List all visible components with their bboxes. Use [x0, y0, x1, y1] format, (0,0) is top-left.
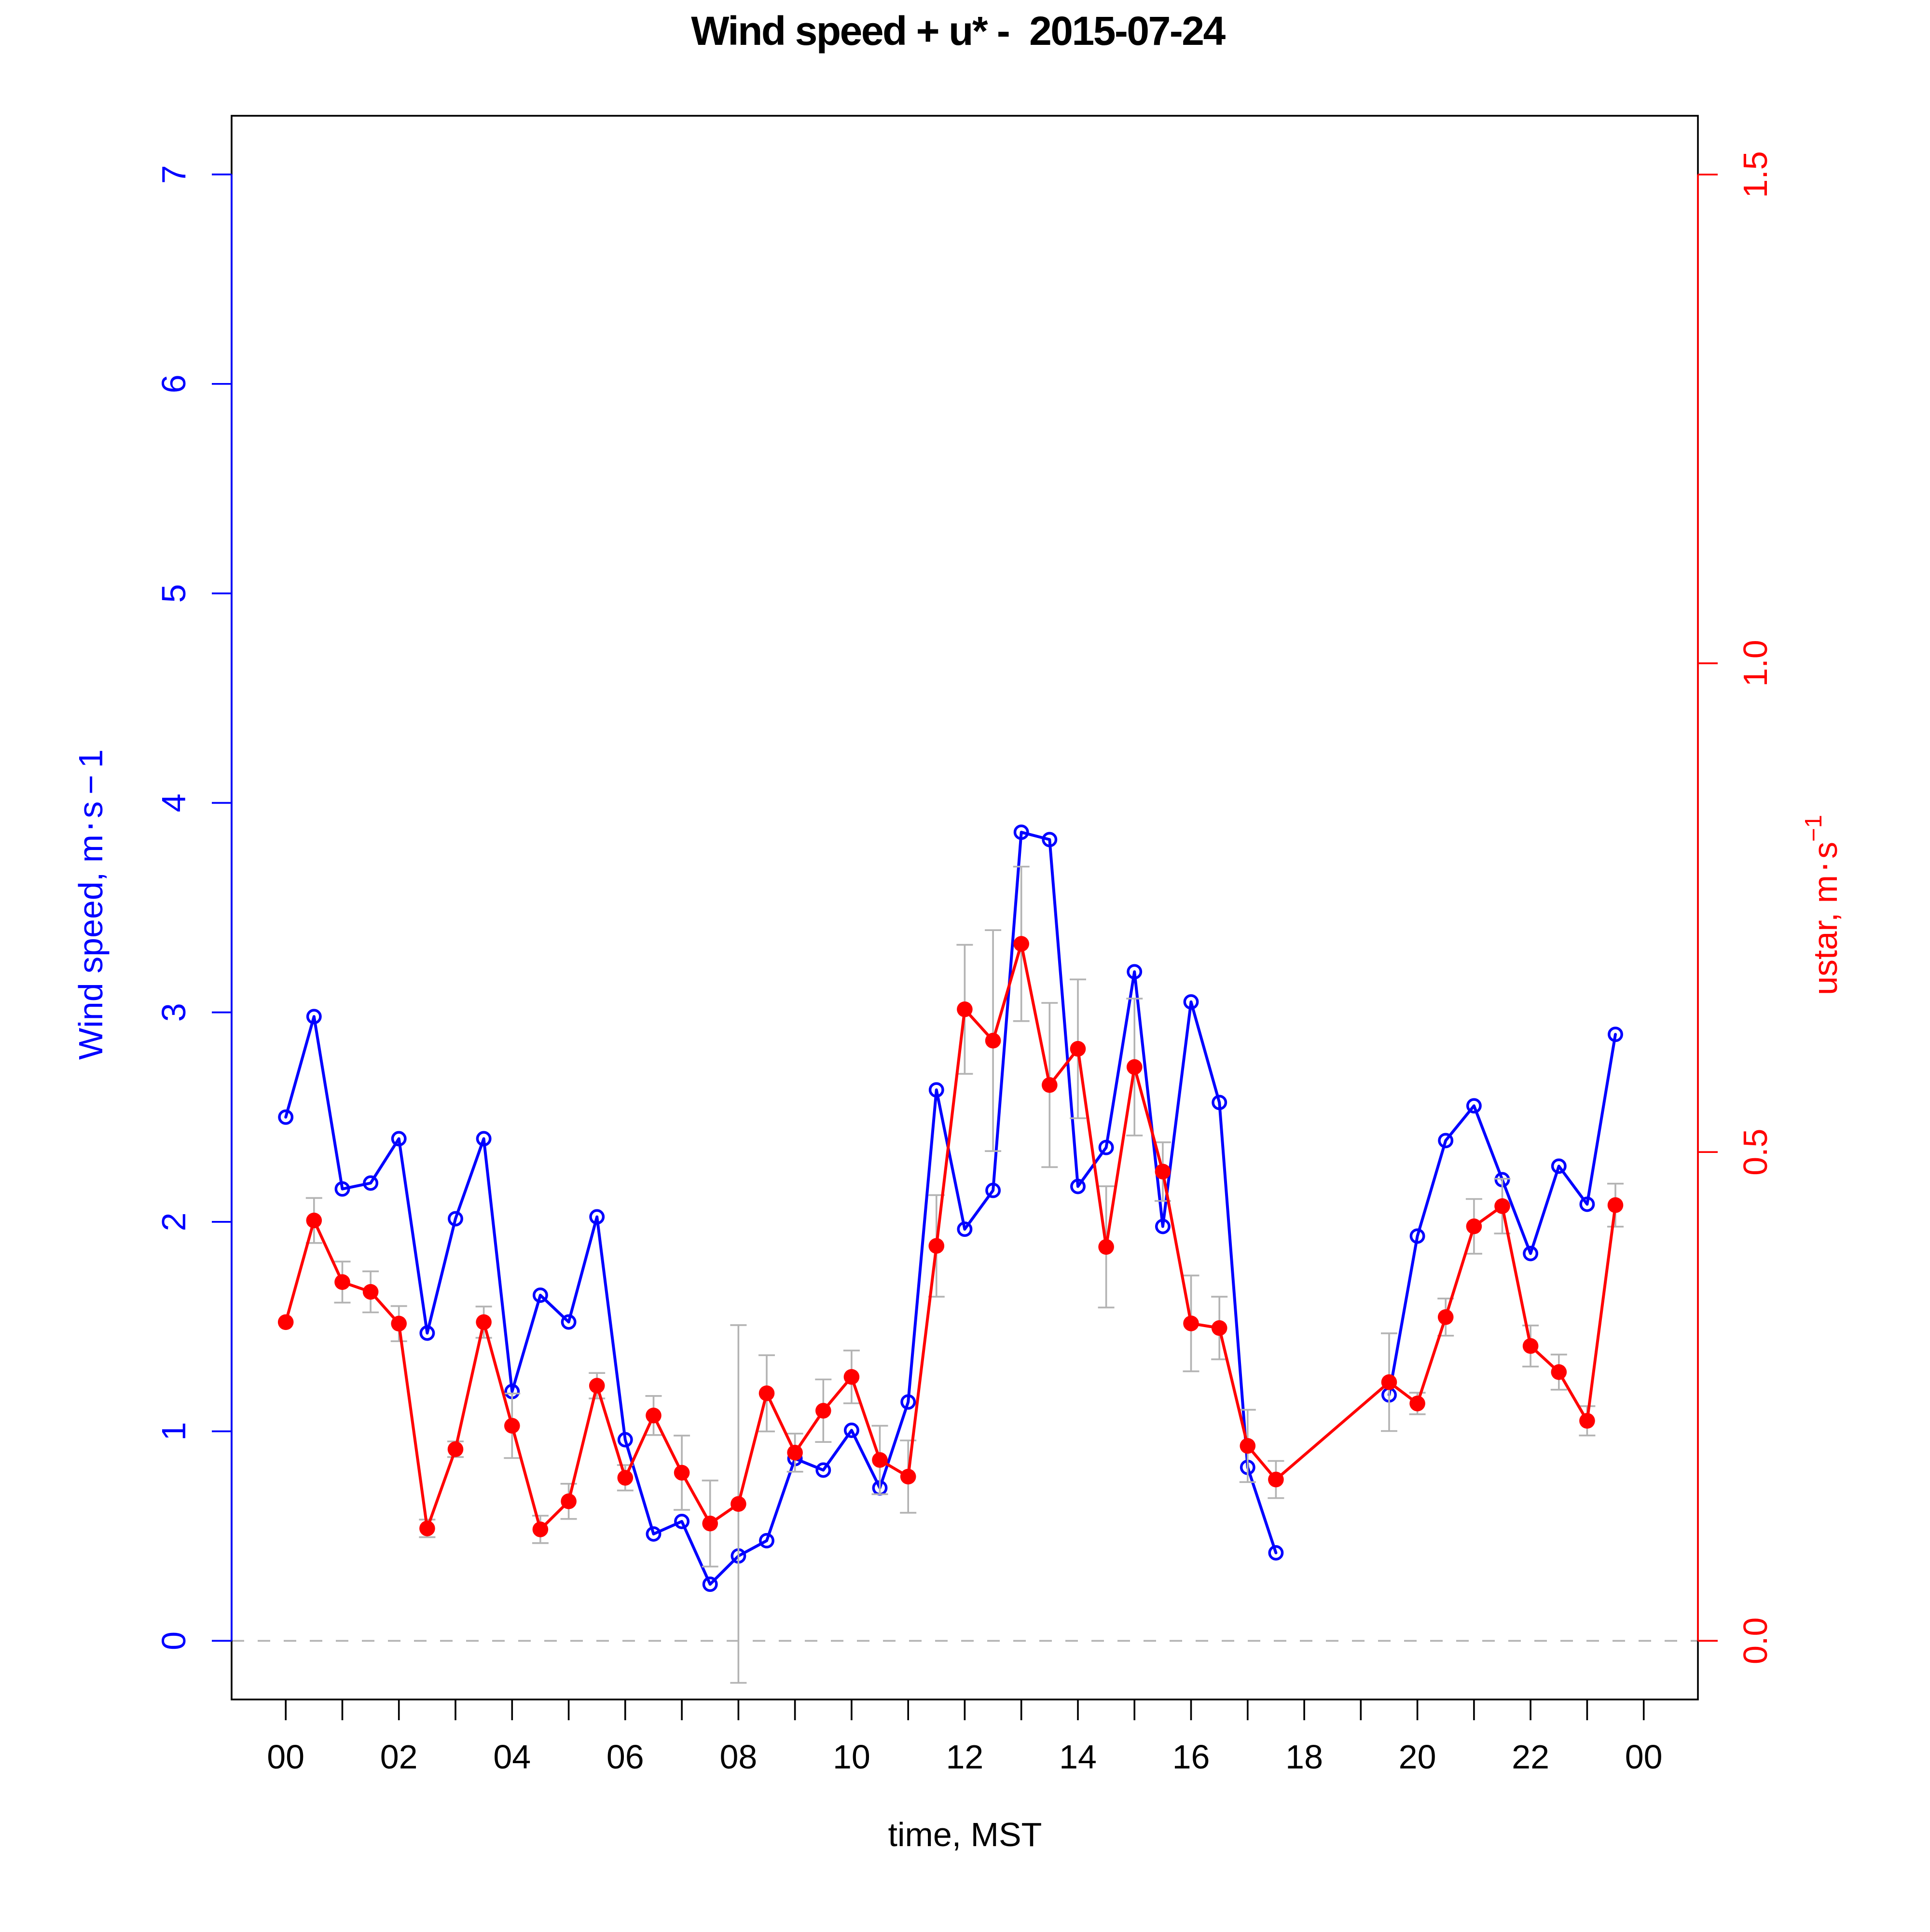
svg-text:4: 4 [155, 794, 193, 812]
svg-text:3: 3 [155, 1003, 193, 1022]
svg-text:7: 7 [155, 165, 193, 184]
svg-text:12: 12 [946, 1738, 983, 1776]
svg-text:1: 1 [155, 1422, 193, 1441]
svg-text:00: 00 [1625, 1738, 1663, 1776]
svg-text:20: 20 [1399, 1738, 1436, 1776]
svg-text:Wind speed + u* - 2015-07-24: Wind speed + u* - 2015-07-24 [691, 8, 1226, 54]
svg-text:1.0: 1.0 [1737, 640, 1774, 686]
svg-text:06: 06 [607, 1738, 644, 1776]
svg-text:22: 22 [1512, 1738, 1549, 1776]
svg-text:1.5: 1.5 [1737, 151, 1774, 198]
svg-text:0.5: 0.5 [1737, 1129, 1774, 1176]
svg-text:16: 16 [1172, 1738, 1210, 1776]
svg-text:04: 04 [493, 1738, 531, 1776]
svg-text:5: 5 [155, 584, 193, 603]
svg-text:14: 14 [1059, 1738, 1097, 1776]
svg-text:00: 00 [267, 1738, 304, 1776]
svg-text:02: 02 [380, 1738, 418, 1776]
svg-text:ustar, m ⋅ s−1: ustar, m ⋅ s−1 [1801, 815, 1844, 995]
svg-text:08: 08 [719, 1738, 757, 1776]
svg-text:0.0: 0.0 [1737, 1617, 1774, 1664]
svg-text:10: 10 [833, 1738, 870, 1776]
svg-text:6: 6 [155, 374, 193, 393]
svg-text:time, MST: time, MST [888, 1816, 1042, 1853]
svg-text:Wind speed, m ⋅ s − 1: Wind speed, m ⋅ s − 1 [72, 749, 110, 1060]
svg-text:18: 18 [1285, 1738, 1323, 1776]
svg-text:0: 0 [155, 1631, 193, 1650]
svg-text:2: 2 [155, 1212, 193, 1231]
